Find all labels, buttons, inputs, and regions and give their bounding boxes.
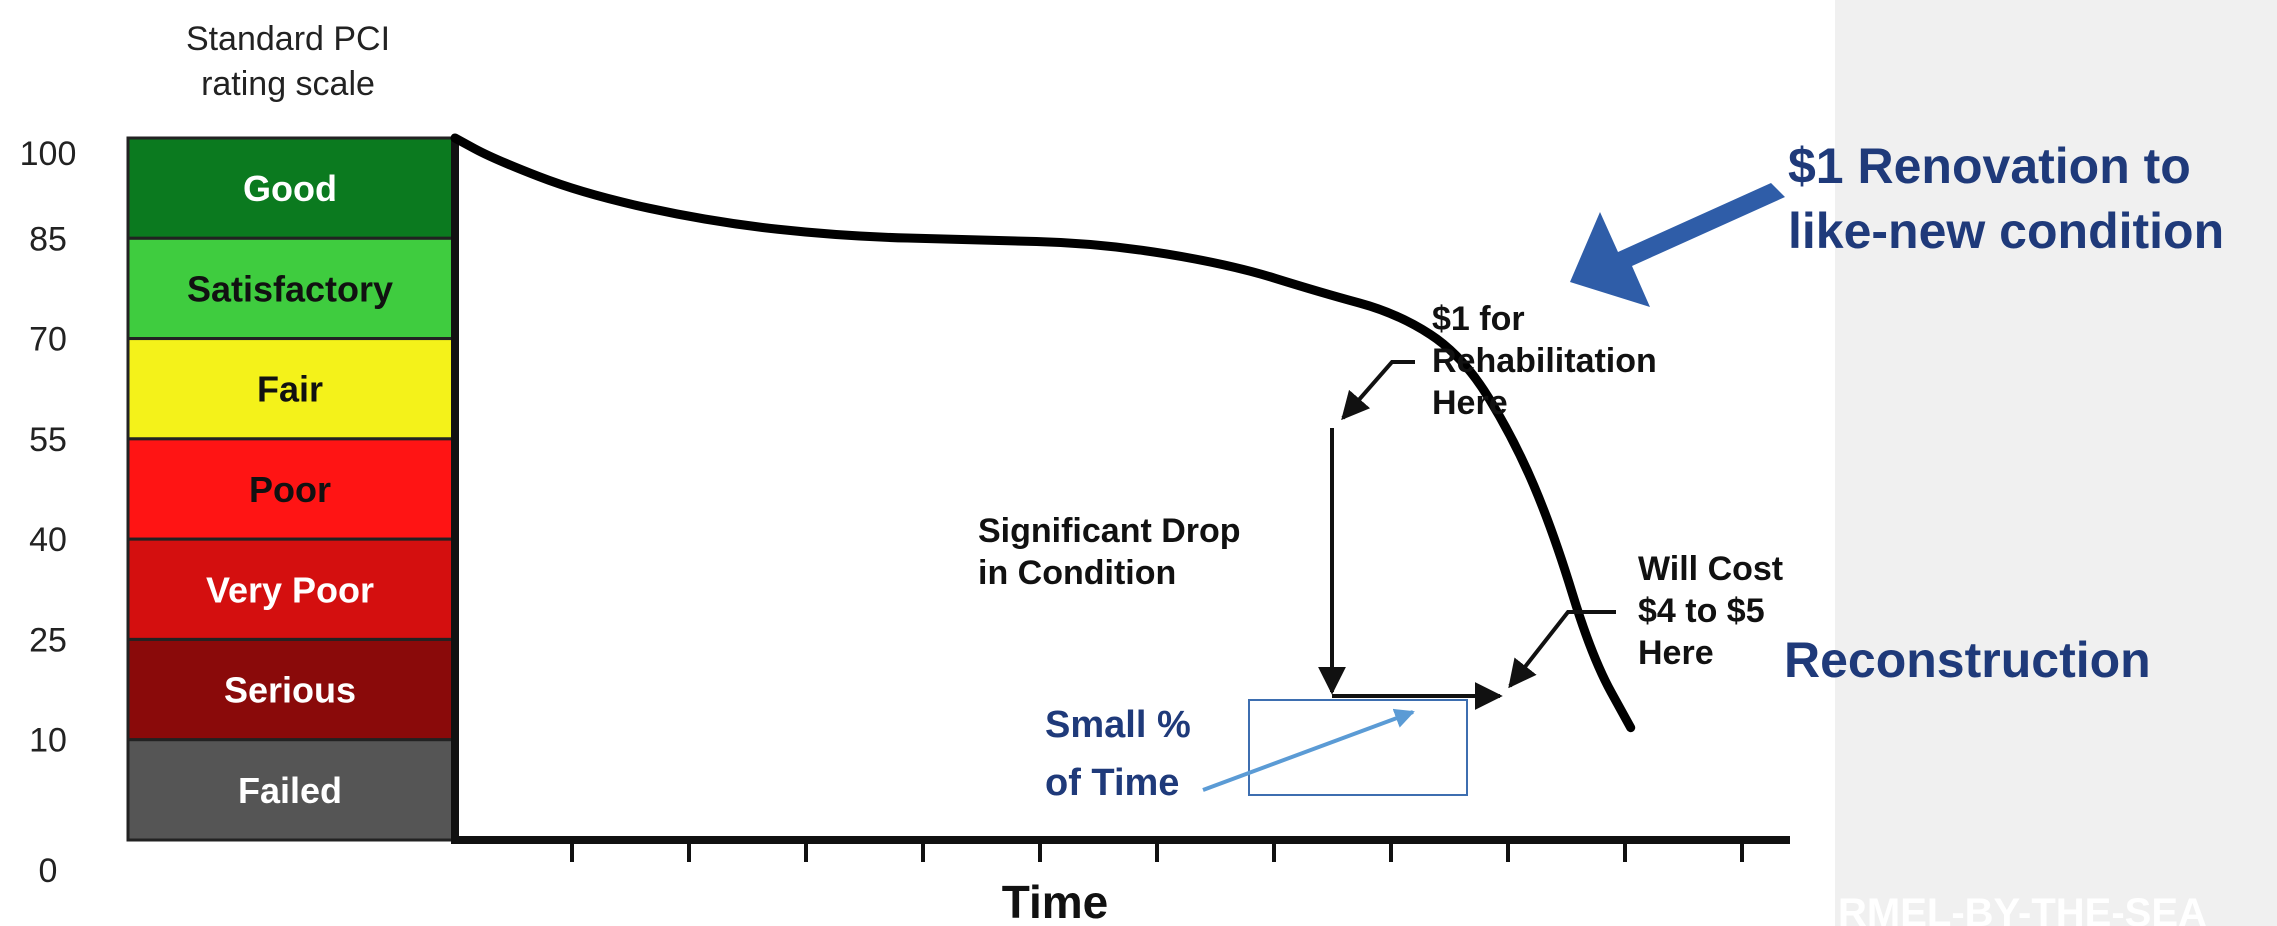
renovation-line-1: $1 Renovation to: [1788, 138, 2191, 194]
rehab-annotation: $1 for Rehabilitation Here: [1432, 300, 1657, 422]
y-tick-55: 55: [29, 421, 67, 459]
rehab-line-3: Here: [1432, 384, 1508, 422]
drop-line-2: in Condition: [978, 554, 1176, 592]
small-time-line-2: of Time: [1045, 762, 1179, 804]
small-time-box: [1248, 699, 1468, 796]
cost-line-3: Here: [1638, 634, 1714, 672]
cost-line-2: $4 to $5: [1638, 592, 1765, 630]
band-label-good: Good: [243, 168, 337, 209]
x-axis-label: Time: [1002, 876, 1109, 926]
rehab-pointer-arrow: [1341, 360, 1415, 421]
band-label-serious: Serious: [224, 670, 356, 711]
y-tick-100: 100: [20, 135, 77, 173]
small-time-line-1: Small %: [1045, 704, 1191, 746]
renovation-line-2: like-new condition: [1788, 203, 2224, 259]
drop-line-1: Significant Drop: [978, 512, 1241, 550]
band-fair: [126, 337, 455, 441]
band-label-very-poor: Very Poor: [206, 569, 374, 610]
cost-line-1: Will Cost: [1638, 550, 1783, 588]
drop-annotation: Significant Drop in Condition: [978, 512, 1241, 592]
y-tick-25: 25: [29, 621, 67, 659]
rehab-line-1: $1 for: [1432, 300, 1525, 338]
y-tick-0: 0: [39, 852, 58, 890]
chart-title-line-1: Standard PCI: [186, 20, 390, 58]
reconstruction-label: Reconstruction: [1784, 632, 2151, 688]
y-tick-70: 70: [29, 321, 67, 359]
y-tick-85: 85: [29, 220, 67, 258]
x-axis-ticks: [570, 842, 1744, 862]
band-satisfactory: [126, 236, 455, 341]
footer-text: RMEL-BY-THE-SEA: [1838, 891, 2207, 926]
band-label-fair: Fair: [257, 369, 323, 410]
pci-deterioration-curve: [450, 133, 1636, 733]
band-label-poor: Poor: [249, 469, 331, 510]
renovation-arrow-shape: [1570, 183, 1785, 307]
rating-bands: Good Satisfactory Fair Poor Very Poor Serious…: [126, 136, 455, 842]
rehab-line-2: Rehabilitation: [1432, 342, 1657, 380]
cost-annotation: Will Cost $4 to $5 Here: [1638, 550, 1783, 672]
y-tick-40: 40: [29, 521, 67, 559]
small-time-pointer: [1202, 708, 1415, 792]
y-tick-10: 10: [29, 722, 67, 760]
band-good: [126, 136, 455, 240]
band-label-failed: Failed: [238, 770, 342, 811]
cost-pointer-arrow: [1508, 610, 1616, 689]
chart-title-line-2: rating scale: [201, 65, 375, 103]
band-label-satisfactory: Satisfactory: [187, 268, 393, 309]
